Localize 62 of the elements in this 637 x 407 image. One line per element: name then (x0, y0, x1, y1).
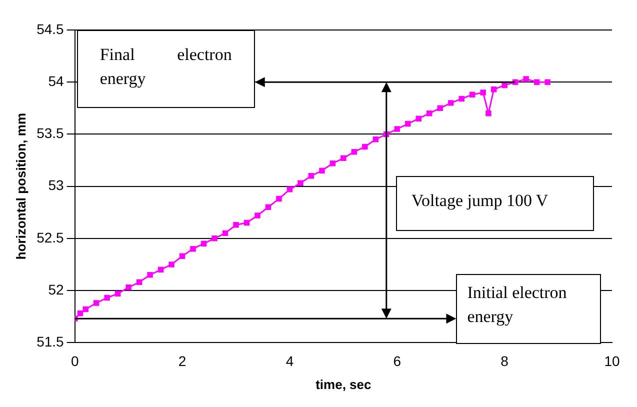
point (286, 186, 293, 192)
point (416, 116, 422, 122)
point (114, 290, 121, 296)
point (158, 266, 164, 273)
point (77, 310, 84, 316)
point (523, 76, 529, 82)
point (490, 86, 497, 92)
x-tick-label: 6 (393, 352, 402, 369)
point (147, 272, 153, 278)
point (394, 126, 400, 132)
point (254, 212, 260, 218)
point (544, 79, 550, 85)
point (330, 160, 336, 166)
point (340, 155, 346, 162)
y-tick-label: 52 (48, 281, 64, 298)
x-tick-label: 8 (500, 352, 509, 369)
point (480, 90, 486, 96)
point (502, 82, 508, 88)
y-tick-label: 52.5 (36, 229, 64, 246)
y-axis-title: horizontal position, mm (13, 112, 28, 260)
point (298, 180, 304, 186)
y-tick-label: 54.5 (36, 20, 64, 37)
x-tick-label: 4 (286, 352, 294, 369)
y-tick-label: 54 (48, 72, 64, 89)
point (168, 262, 174, 268)
point (126, 284, 132, 290)
point (212, 236, 218, 242)
y-tick-label: 53 (48, 177, 64, 194)
y-tick-label: 51.5 (36, 333, 64, 350)
point (372, 136, 379, 142)
point (104, 294, 110, 301)
y-tick-label: 53.5 (36, 125, 64, 142)
point (469, 92, 476, 98)
point (534, 79, 540, 85)
x-tick-label: 10 (604, 352, 620, 369)
point (308, 173, 314, 179)
point (276, 196, 282, 202)
point (437, 105, 443, 112)
note-box: Initial electron energy (456, 274, 602, 344)
point (319, 168, 325, 174)
point (200, 240, 207, 246)
point (136, 279, 142, 286)
point (458, 96, 464, 102)
point (362, 144, 368, 150)
point (222, 230, 228, 236)
point (93, 300, 100, 306)
x-axis-title: time, sec (316, 376, 372, 392)
point (351, 149, 358, 155)
point (265, 204, 272, 210)
point (190, 246, 196, 252)
x-tick-label: 2 (178, 352, 186, 369)
point (179, 253, 186, 259)
note-box: Voltage jump 100 V (396, 176, 594, 232)
point (405, 120, 411, 127)
note-box: Final electron energy (76, 30, 255, 108)
point (426, 110, 432, 116)
x-tick-label: 0 (70, 352, 79, 369)
point (82, 306, 88, 312)
point (486, 110, 492, 116)
point (244, 220, 250, 226)
point (233, 222, 239, 228)
point (448, 100, 454, 106)
